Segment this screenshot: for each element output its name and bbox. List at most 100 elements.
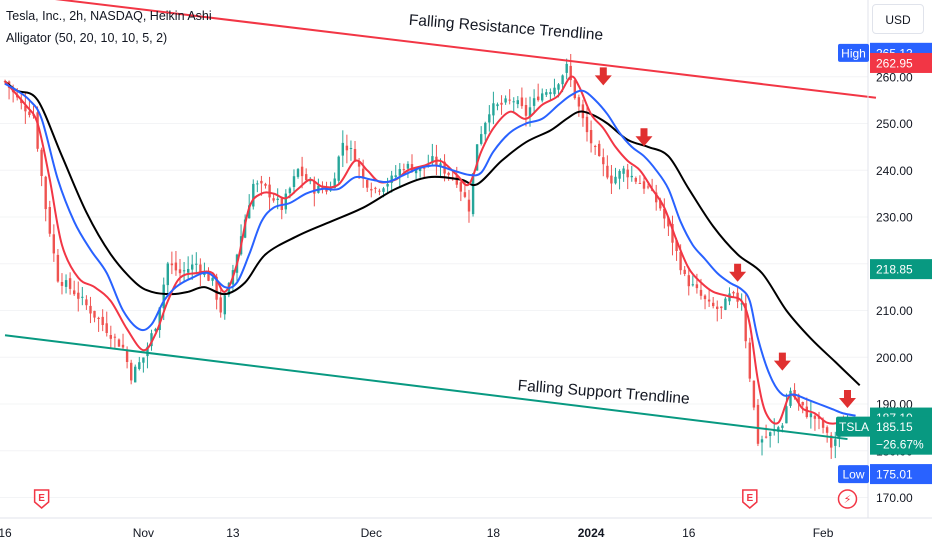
candle[interactable]: [712, 297, 715, 309]
candle[interactable]: [93, 310, 96, 323]
flash-event-icon[interactable]: ⚡: [837, 489, 858, 509]
indicator-legend[interactable]: Alligator (50, 20, 10, 10, 5, 2): [6, 31, 168, 45]
candle[interactable]: [691, 275, 694, 287]
candle[interactable]: [471, 173, 475, 217]
candle[interactable]: [402, 163, 406, 173]
candle[interactable]: [748, 337, 751, 383]
candle[interactable]: [191, 254, 194, 280]
candle[interactable]: [113, 333, 117, 348]
candle[interactable]: [720, 306, 723, 319]
candle[interactable]: [166, 261, 169, 297]
candle[interactable]: [687, 266, 690, 296]
candle[interactable]: [663, 198, 666, 229]
candle[interactable]: [545, 89, 548, 98]
candle[interactable]: [480, 126, 483, 146]
candle[interactable]: [423, 167, 426, 179]
currency-button[interactable]: USD: [872, 4, 924, 34]
candle[interactable]: [353, 140, 357, 162]
candle[interactable]: [500, 95, 503, 115]
candle[interactable]: [182, 261, 186, 282]
candle[interactable]: [370, 182, 373, 198]
candle[interactable]: [60, 273, 64, 295]
candle[interactable]: [537, 83, 540, 102]
candle[interactable]: [789, 387, 792, 408]
candle[interactable]: [610, 164, 613, 195]
candle[interactable]: [496, 102, 499, 111]
candle[interactable]: [394, 165, 397, 181]
candle[interactable]: [64, 274, 68, 294]
candle[interactable]: [467, 189, 471, 223]
alligator-teeth-line[interactable]: [4, 75, 852, 425]
candle[interactable]: [769, 431, 772, 448]
candle[interactable]: [630, 165, 633, 182]
candle[interactable]: [825, 425, 829, 443]
alligator-lips-line[interactable]: [4, 82, 856, 417]
candle[interactable]: [418, 167, 422, 178]
candle[interactable]: [565, 58, 568, 80]
candle[interactable]: [174, 250, 178, 276]
candle[interactable]: [520, 87, 524, 109]
candle[interactable]: [504, 95, 507, 105]
candle[interactable]: [671, 215, 674, 256]
candle[interactable]: [73, 280, 76, 296]
candle[interactable]: [366, 178, 369, 192]
candle[interactable]: [703, 294, 707, 310]
candle[interactable]: [716, 300, 719, 322]
candle[interactable]: [785, 393, 788, 424]
support-trendline[interactable]: [4, 334, 848, 441]
candle[interactable]: [614, 167, 617, 185]
candle[interactable]: [484, 121, 487, 141]
candle[interactable]: [756, 399, 760, 447]
candle[interactable]: [447, 171, 450, 181]
candle[interactable]: [138, 356, 141, 371]
candle[interactable]: [724, 296, 727, 311]
last-price-price-label[interactable]: TSLA 185.15 −26.67%: [836, 416, 932, 455]
candle[interactable]: [695, 273, 699, 294]
candle[interactable]: [638, 175, 642, 184]
candle[interactable]: [752, 380, 756, 411]
candle[interactable]: [642, 176, 646, 194]
candle[interactable]: [646, 183, 650, 190]
candle[interactable]: [834, 431, 837, 459]
candle[interactable]: [68, 272, 72, 295]
chart-legend-title[interactable]: Tesla, Inc., 2h, NASDAQ, Heikin Ashi: [6, 9, 212, 23]
teeth-value-price-label[interactable]: 218.85: [870, 259, 932, 280]
candle[interactable]: [296, 167, 300, 179]
candle[interactable]: [272, 194, 275, 203]
earnings-event-icon[interactable]: E: [33, 489, 50, 509]
candle[interactable]: [594, 144, 597, 155]
candle[interactable]: [414, 170, 418, 180]
candle[interactable]: [195, 252, 198, 275]
candle[interactable]: [516, 96, 519, 109]
candle[interactable]: [211, 277, 214, 286]
candle[interactable]: [549, 88, 552, 101]
candle[interactable]: [598, 140, 601, 157]
candle[interactable]: [606, 155, 609, 180]
candle[interactable]: [374, 186, 377, 194]
candle[interactable]: [386, 177, 389, 194]
candle[interactable]: [744, 294, 747, 349]
candle[interactable]: [577, 94, 581, 117]
candle[interactable]: [622, 165, 625, 182]
candle[interactable]: [508, 89, 511, 105]
candle[interactable]: [459, 179, 462, 202]
jaw-value-price-label[interactable]: 262.95: [870, 52, 932, 73]
candle[interactable]: [117, 338, 121, 347]
candle[interactable]: [488, 105, 491, 132]
candle[interactable]: [187, 256, 190, 280]
candle[interactable]: [105, 311, 108, 337]
candle[interactable]: [524, 97, 528, 127]
candle[interactable]: [89, 296, 92, 324]
candle[interactable]: [569, 53, 572, 88]
candle[interactable]: [512, 97, 515, 114]
candle[interactable]: [142, 357, 145, 373]
candle[interactable]: [264, 182, 267, 189]
candle[interactable]: [541, 88, 544, 103]
low-price-label[interactable]: Low 175.01: [838, 464, 932, 485]
candle[interactable]: [40, 147, 43, 187]
candle[interactable]: [97, 316, 100, 332]
candle[interactable]: [707, 288, 711, 307]
candle[interactable]: [24, 93, 27, 124]
candle[interactable]: [378, 188, 381, 196]
candle[interactable]: [170, 251, 174, 275]
